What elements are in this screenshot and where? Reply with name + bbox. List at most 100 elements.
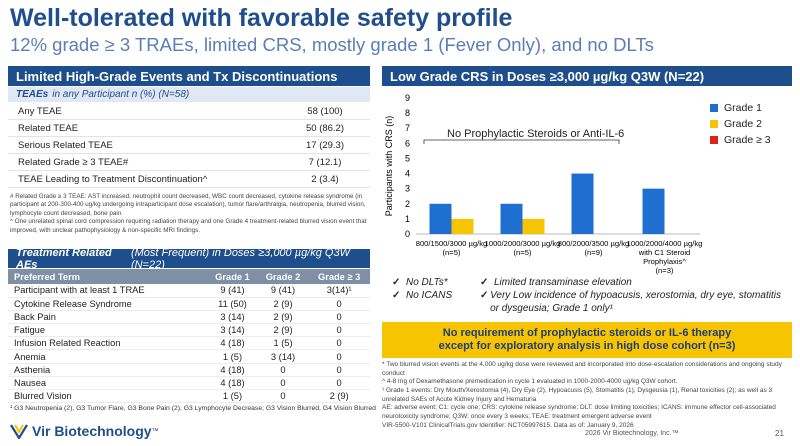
left-footnote-1: # Related Grade ≥ 3 TEAE: AST increased,… [10, 193, 366, 217]
table-cell: 9 (41) [207, 284, 258, 298]
table-cell: 0 [308, 363, 370, 377]
table-cell: 11 (50) [207, 297, 258, 311]
crs-bar-chart: Participants with CRS (n) 0 1 2 3 4 5 6 7 8 9 800/1… [384, 93, 703, 275]
teae-row-label: Related Grade ≥ 3 TEAE# [18, 157, 129, 168]
check-item: ✓ No DLTs* [392, 276, 452, 289]
teae-row: TEAE Leading to Treatment Discontinuatio… [8, 172, 370, 188]
table-cell: 0 [308, 376, 370, 391]
table-cell: 9 (41) [257, 284, 309, 298]
y-tick-label: 8 [405, 108, 410, 118]
table-cell: 1 (5) [257, 336, 309, 351]
teae-row-label: Related TEAE [18, 123, 79, 134]
chart-bar [571, 173, 594, 234]
y-tick-label: 9 [405, 93, 410, 103]
legend-item: Grade ≥ 3 [710, 132, 771, 148]
teae-row-value: 2 (3.4) [311, 174, 339, 185]
right-panel-header: Low Grade CRS in Doses ≥3,000 µg/kg Q3W … [382, 66, 792, 86]
table-cell: Participant with at least 1 TRAE [8, 284, 208, 298]
table-row: Fatigue 3 (14) 2 (9) 0 [8, 323, 370, 338]
right-footnotes: * Two blurred vision events at the 4,000… [382, 361, 792, 430]
checks-left: ✓ No DLTs* ✓ No ICANS [392, 276, 452, 302]
left-footnote-2: ^ One unrelated spinal cord compression … [10, 218, 367, 234]
teae-row-label: Serious Related TEAE [18, 140, 113, 151]
check-item: ✓ Limited transaminase elevation [480, 276, 790, 289]
table-cell: 3(14)¹ [308, 284, 370, 298]
teae-row: Serious Related TEAE 17 (29.3) [8, 138, 370, 154]
table-cell: 2 (9) [257, 297, 309, 311]
chart-bar [522, 218, 545, 234]
table-cell: 1 (5) [207, 349, 258, 364]
teae-subheader-bold: TEAEs [16, 89, 49, 100]
table-row: Asthenia 4 (18) 0 0 [8, 363, 370, 377]
y-tick-label: 7 [405, 123, 410, 133]
check-item: ✓ Very Low incidence of hypoacusis, xeros… [480, 289, 790, 315]
table-cell: Nausea [8, 376, 208, 391]
vir-logo: Vir Biotechnology ™ [10, 423, 159, 439]
checkmark-icon: ✓ [480, 290, 489, 301]
related-panel-header: Treatment Related AEs (Most Frequent) in… [8, 247, 370, 271]
page-number: 21 [775, 429, 784, 438]
table-cell: 0 [308, 323, 370, 338]
right-footnote: * Two blurred vision events at the 4,000… [382, 361, 782, 377]
y-tick-label: 4 [405, 169, 410, 179]
x-tick-label: 800/1500/3000 µg/kg [416, 239, 488, 248]
table-column-header: Grade 2 [257, 269, 309, 284]
table-cell: 0 [308, 297, 370, 311]
y-tick-label: 0 [405, 229, 410, 239]
right-footnote: VIR-5500-V101 ClinicalTrials.gov Identif… [382, 421, 634, 429]
legend-item: Grade 2 [710, 116, 771, 132]
chart-bar [429, 203, 452, 234]
table-row: Cytokine Release Syndrome 11 (50) 2 (9) 0 [8, 297, 370, 311]
table-cell: 3 (14) [207, 323, 258, 338]
table-cell: Asthenia [8, 363, 208, 377]
table-row: Back Pain 3 (14) 2 (9) 0 [8, 310, 370, 325]
y-tick-label: 2 [405, 199, 410, 209]
table-cell: 0 [257, 376, 309, 391]
x-tick-label: 1000/2000/3000 µg/kg [485, 239, 561, 248]
related-table-footnote: ¹ G3 Neutropenia (2), G3 Tumor Flare, G3… [10, 405, 376, 412]
x-tick-label: 1000/2000/4000 µg/kg [627, 239, 703, 248]
related-ae-table: Preferred Term Grade 1 Grade 2 Grade ≥ 3 Pa… [8, 269, 370, 404]
chart-legend: Grade 1 Grade 2 Grade ≥ 3 [710, 100, 771, 148]
table-cell: Back Pain [8, 310, 208, 325]
teae-row-value: 58 (100) [307, 106, 343, 117]
teae-row-value: 17 (29.3) [305, 140, 345, 151]
table-row: Nausea 4 (18) 0 0 [8, 376, 370, 391]
table-cell: 4 (18) [207, 376, 258, 391]
highlight-line-1: No requirement of prophylactic steroids … [442, 327, 732, 339]
table-column-header: Grade ≥ 3 [308, 269, 370, 284]
slide-subtitle: 12% grade ≥ 3 TRAEs, limited CRS, mostly… [10, 34, 654, 55]
y-axis-label: Participants with CRS (n) [384, 116, 394, 217]
check-item-text: No ICANS [406, 290, 453, 301]
check-item: ✓ No ICANS [392, 289, 452, 302]
y-tick-label: 1 [405, 214, 410, 224]
annotation-bracket [423, 139, 620, 144]
x-tick-label: (n=9) [585, 248, 603, 257]
table-cell: 4 (18) [207, 336, 258, 351]
right-footnote: ¹ Grade 1 events: Dry Mouth/Xerostomia (… [382, 387, 773, 403]
teae-subheader-rest: in any Participant n (%) (N=58) [52, 89, 190, 100]
right-footnote: ^ 4-8 mg of Dexamethasone premedication … [382, 378, 678, 386]
table-cell: 0 [308, 310, 370, 325]
left-panel-header: Limited High-Grade Events and Tx Discont… [8, 66, 370, 86]
checks-right: ✓ Limited transaminase elevation ✓ Very Low… [480, 276, 790, 315]
check-item-text: Very Low incidence of hypoacusis, xerost… [490, 290, 781, 314]
teae-row: Related TEAE 50 (86.2) [8, 121, 370, 137]
teae-row-label: Any TEAE [18, 106, 62, 117]
teae-row: Related Grade ≥ 3 TEAE# 7 (12.1) [8, 155, 370, 171]
y-tick-label: 3 [405, 184, 410, 194]
slide-title: Well-tolerated with favorable safety pro… [10, 4, 513, 32]
table-cell: 3 (14) [257, 349, 309, 364]
legend-label: Grade 2 [724, 118, 762, 130]
table-row: Anemia 1 (5) 3 (14) 0 [8, 349, 370, 364]
legend-swatch [710, 136, 718, 144]
legend-swatch [710, 120, 718, 128]
check-item-text: No DLTs* [406, 277, 448, 288]
teae-row-label: TEAE Leading to Treatment Discontinuatio… [18, 174, 208, 185]
chart-bar [451, 218, 474, 234]
table-cell: 0 [308, 336, 370, 351]
x-tick-label: Prophylaxis^ [643, 257, 686, 266]
legend-label: Grade 1 [724, 102, 762, 114]
chart-bar [642, 188, 665, 234]
legend-item: Grade 1 [710, 100, 771, 116]
